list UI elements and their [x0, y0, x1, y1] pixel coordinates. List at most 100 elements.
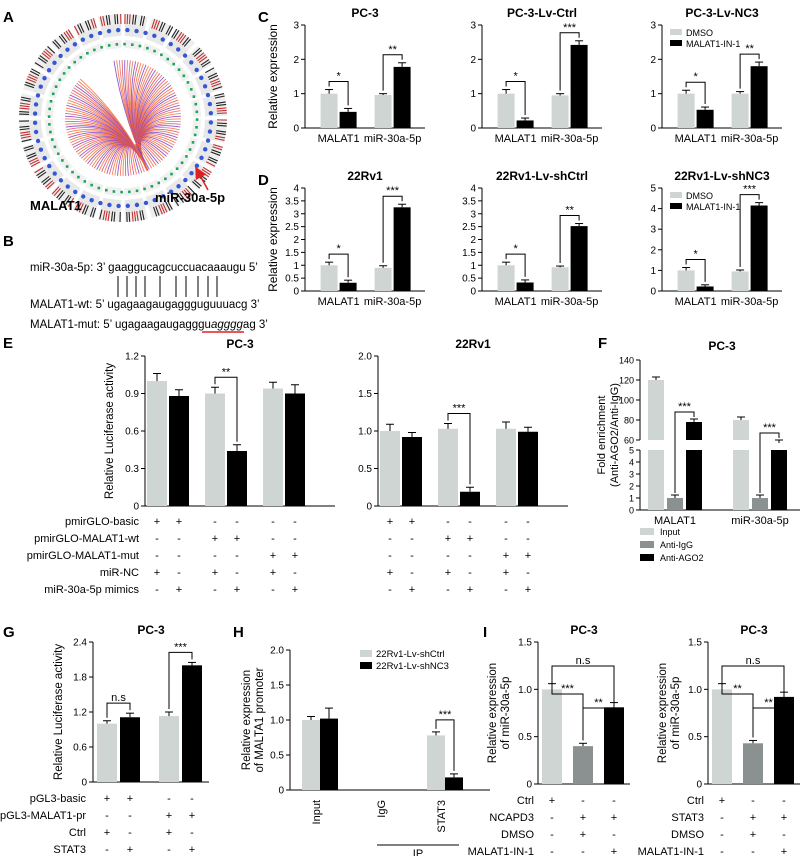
- I1-sig-1-sig: **: [594, 697, 603, 709]
- blue-dot: [199, 75, 204, 81]
- I1-row-2-sign-0: -: [550, 829, 554, 841]
- E2-row-3-sign-0: +: [387, 567, 393, 579]
- E2-bar-2: [438, 428, 458, 506]
- cytoband-mark: [216, 107, 227, 110]
- green-dot: [48, 107, 51, 111]
- F-legend-swatch-0: [640, 528, 654, 535]
- C3-ytick-label-1: 1: [650, 89, 656, 100]
- blue-dot: [125, 203, 131, 209]
- E2-row-2-sign-5: +: [525, 550, 531, 562]
- E2-row-2-sign-3: -: [468, 550, 472, 562]
- cytoband-mark: [139, 210, 143, 221]
- E1-bar-3: [227, 451, 247, 506]
- C1-bar-0-0: [320, 93, 338, 128]
- circos-label-mir: miR-30a-5p: [155, 190, 225, 205]
- blue-dot: [33, 102, 39, 107]
- interaction-link: [79, 78, 149, 171]
- cytoband-mark: [46, 181, 55, 190]
- C3-legend-label-1: MALAT1-IN-1: [686, 39, 740, 49]
- I2-ytick-label-3: 1.5: [688, 638, 702, 649]
- D1-ytick-label-8: 4: [293, 184, 299, 195]
- cytoband-mark: [133, 211, 137, 222]
- D1-pair-1-sig: ***: [386, 185, 400, 197]
- green-dot: [47, 115, 51, 118]
- E1-ytick-label-1: 0.3: [125, 464, 139, 475]
- E1-row-1-sign-2: +: [212, 533, 218, 545]
- G-row-3-sign-2: -: [167, 844, 171, 856]
- I1-row-0-sign-0: +: [549, 795, 555, 807]
- cytoband-mark: [214, 137, 225, 141]
- E1-bar-4: [263, 388, 283, 506]
- C2-pair-1-bracket: [559, 32, 580, 91]
- green-dot: [194, 102, 198, 106]
- green-dot: [97, 186, 101, 190]
- green-dot: [61, 159, 64, 162]
- cytoband-mark: [181, 37, 190, 46]
- D1-ytick-label-0: 0: [293, 287, 299, 298]
- cytoband-mark: [215, 132, 226, 136]
- cytoband-mark: [36, 169, 46, 177]
- G-row-3-sign-0: -: [105, 844, 109, 856]
- C3-legend-swatch-1: [670, 40, 682, 46]
- D1-ytick-label-5: 2.5: [285, 222, 299, 233]
- H-pair-bracket: [435, 719, 455, 771]
- green-dot: [146, 46, 149, 50]
- E1-bar-0: [147, 381, 167, 506]
- E2-row-0-sign-1: +: [409, 516, 415, 528]
- blue-dot: [207, 129, 213, 134]
- chart-I2: 0 0.5 1.0 1.5 PC-3 Relative expression of miR-…: [638, 623, 800, 856]
- D2-ytick-label-8: 4: [470, 184, 476, 195]
- F-legend-label-2: Anti-AGO2: [660, 553, 704, 563]
- H-legend-swatch-1: [360, 662, 372, 669]
- F-title: PC-3: [708, 339, 736, 353]
- blue-dot: [98, 200, 103, 206]
- green-dot: [56, 152, 60, 156]
- cytoband-mark: [92, 18, 97, 29]
- cytoband-mark: [158, 204, 163, 215]
- C2-pair-1-sig: ***: [563, 22, 577, 34]
- E1-row-2-sign-3: -: [235, 550, 239, 562]
- green-dot: [153, 49, 156, 53]
- E2-row-0-sign-3: -: [468, 516, 472, 528]
- blue-dot: [208, 110, 214, 116]
- C1-pair-1-sig: **: [388, 44, 397, 56]
- green-dot: [195, 110, 199, 114]
- blue-dot: [168, 189, 174, 194]
- F-ytick-up-2: 100: [619, 396, 634, 406]
- I1-row-1-sign-2: +: [611, 812, 617, 824]
- C2-pair-0-bracket: [505, 81, 526, 116]
- blue-dot: [97, 30, 103, 36]
- D1-title: 22Rv1: [347, 169, 383, 183]
- panel-label-h: H: [233, 624, 244, 641]
- blue-dot: [176, 184, 181, 189]
- cytoband-mark: [90, 18, 95, 29]
- cytoband-mark: [26, 152, 36, 158]
- C1-pair-1-bracket: [382, 54, 403, 91]
- G-row-1-sign-1: -: [128, 810, 132, 822]
- I2-sig-0-sig: **: [733, 683, 742, 695]
- E2-row-1-sign-4: -: [504, 533, 508, 545]
- E1-row-4-sign-1: +: [176, 584, 182, 596]
- green-dot: [143, 187, 146, 191]
- chromosome-band-20: [33, 45, 56, 70]
- cytoband-mark: [19, 125, 30, 128]
- C3-bar-1-1: [750, 66, 768, 128]
- green-dot: [131, 43, 134, 46]
- F-ytick-up-0: 60: [624, 436, 634, 446]
- green-dot: [50, 138, 54, 141]
- D3-pair-0-bracket: [685, 259, 706, 282]
- F-pair-1-sig: ***: [763, 422, 777, 434]
- chart-E2: 0 0.5 1.0 1.5 2.0 22Rv1 *** + + - - - - - - + + - - - - - - + + +…: [358, 337, 568, 596]
- blue-dot: [194, 67, 199, 73]
- chart-I1: 0 0.5 1.0 1.5 PC-3 Relative expression of miR-…: [468, 623, 630, 856]
- blue-dot: [58, 178, 64, 183]
- chart-D2: 0 0.5 1 1.5 2 2.5 3 3.54 22Rv1-Lv-shCtrl MALAT1 mi…: [462, 169, 602, 308]
- C1-ytick-label-1: 1: [293, 89, 299, 100]
- cytoband-mark: [54, 39, 62, 48]
- cytoband-mark: [155, 20, 161, 31]
- H-xlabel-2: STAT3: [436, 800, 448, 833]
- chromosome-band-15: [33, 166, 56, 191]
- E1-sig-0-bracket: [214, 376, 238, 442]
- E2-sig-0-sig: ***: [453, 403, 467, 415]
- I2-row-2-sign-0: -: [720, 829, 724, 841]
